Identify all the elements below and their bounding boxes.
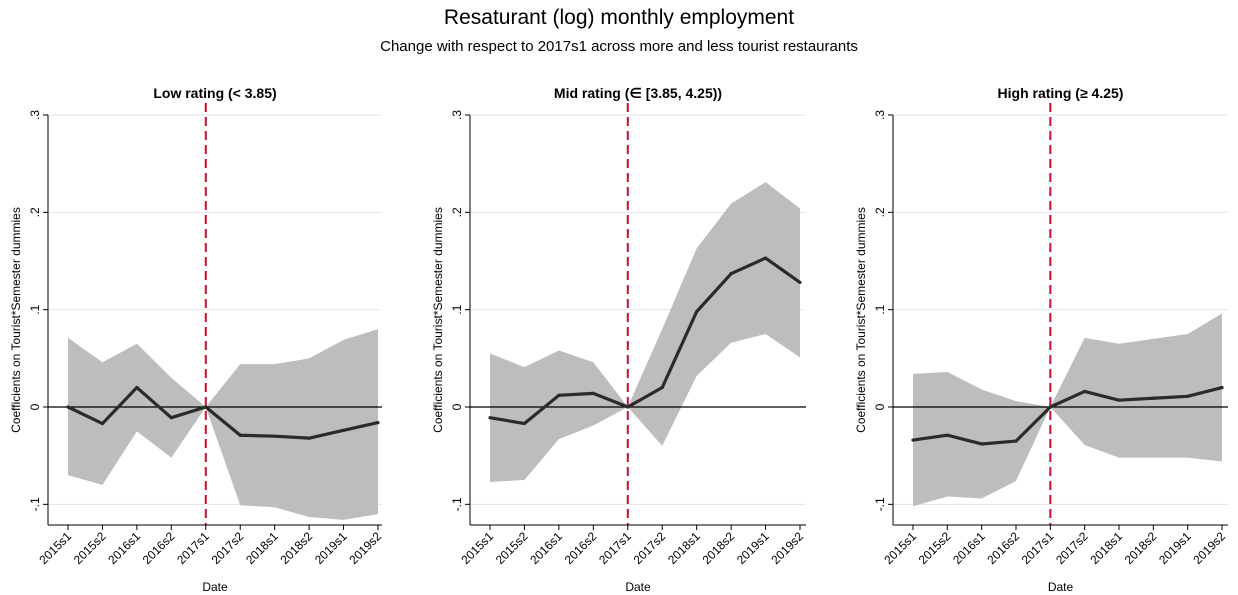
- y-tick-label: .2: [28, 207, 42, 217]
- data-point: [911, 438, 915, 442]
- data-point: [488, 416, 492, 420]
- series-line: [912, 385, 1223, 446]
- x-tick-label: 2019s2: [1190, 529, 1228, 567]
- data-point: [729, 272, 733, 276]
- confidence-band: [913, 313, 1222, 507]
- data-point: [980, 442, 984, 446]
- data-point: [341, 428, 346, 432]
- x-tick-label: 2018s2: [1122, 529, 1160, 567]
- x-tick-label: 2015s1: [881, 529, 919, 567]
- data-point: [1048, 405, 1052, 409]
- data-point: [204, 405, 208, 409]
- y-tick-label: -.1: [28, 497, 42, 511]
- x-tick-label: 2019s1: [1156, 529, 1194, 567]
- data-point: [273, 434, 277, 438]
- series-line: [67, 385, 379, 440]
- data-point: [557, 393, 561, 397]
- series-line: [489, 256, 801, 426]
- y-tick-label: 0: [873, 403, 887, 410]
- x-axis-label: Date: [625, 580, 651, 594]
- x-axis-label: Date: [1048, 580, 1074, 594]
- panel-title: Low rating (< 3.85): [153, 85, 276, 101]
- data-point: [1117, 398, 1121, 402]
- x-tick-label: 2017s2: [1053, 529, 1091, 567]
- x-tick-label: 2016s2: [984, 529, 1022, 567]
- data-point: [307, 436, 311, 440]
- data-point: [763, 256, 768, 260]
- y-tick-label: 0: [28, 403, 42, 410]
- panel-title: Mid rating (∈ [3.85, 4.25)): [554, 85, 722, 101]
- figure-subtitle: Change with respect to 2017s1 across mor…: [380, 38, 858, 55]
- data-point: [238, 433, 242, 437]
- data-point: [695, 310, 699, 314]
- x-tick-label: 2015s2: [916, 529, 954, 567]
- data-point: [169, 416, 173, 420]
- confidence-band: [68, 329, 378, 520]
- data-point: [591, 391, 595, 395]
- data-point: [135, 385, 139, 390]
- data-point: [1220, 385, 1224, 390]
- y-tick-label: .1: [450, 304, 464, 314]
- x-tick-label: 2016s1: [950, 529, 988, 567]
- y-axis-label: Coefficients on Tourist*Semester dummies: [9, 207, 23, 433]
- y-tick-label: 0: [450, 403, 464, 410]
- y-tick-label: .3: [28, 110, 42, 120]
- data-point: [798, 280, 802, 285]
- y-axis-label: Coefficients on Tourist*Semester dummies: [431, 207, 445, 433]
- y-tick-label: -.1: [450, 497, 464, 511]
- data-point: [1186, 394, 1190, 398]
- y-tick-label: -.1: [873, 497, 887, 511]
- data-point: [1014, 439, 1018, 443]
- panel-title: High rating (≥ 4.25): [998, 85, 1124, 101]
- data-point: [1151, 396, 1155, 400]
- y-tick-label: .2: [873, 207, 887, 217]
- data-point: [945, 433, 949, 437]
- data-point: [1083, 389, 1087, 394]
- data-point: [660, 385, 664, 390]
- data-point: [626, 405, 630, 409]
- y-axis-label: Coefficients on Tourist*Semester dummies: [854, 207, 868, 433]
- data-point: [66, 405, 70, 409]
- data-point: [376, 420, 380, 425]
- x-axis-label: Date: [202, 580, 228, 594]
- y-tick-label: .3: [450, 110, 464, 120]
- data-point: [522, 421, 527, 426]
- y-tick-label: .1: [28, 304, 42, 314]
- figure-title: Resaturant (log) monthly employment: [443, 6, 795, 29]
- x-tick-label: 2017s1: [1019, 529, 1057, 567]
- y-tick-label: .1: [873, 304, 887, 314]
- x-tick-label: 2018s1: [1087, 529, 1125, 567]
- y-tick-label: .3: [873, 110, 887, 120]
- data-point: [100, 421, 105, 426]
- y-tick-label: .2: [450, 207, 464, 217]
